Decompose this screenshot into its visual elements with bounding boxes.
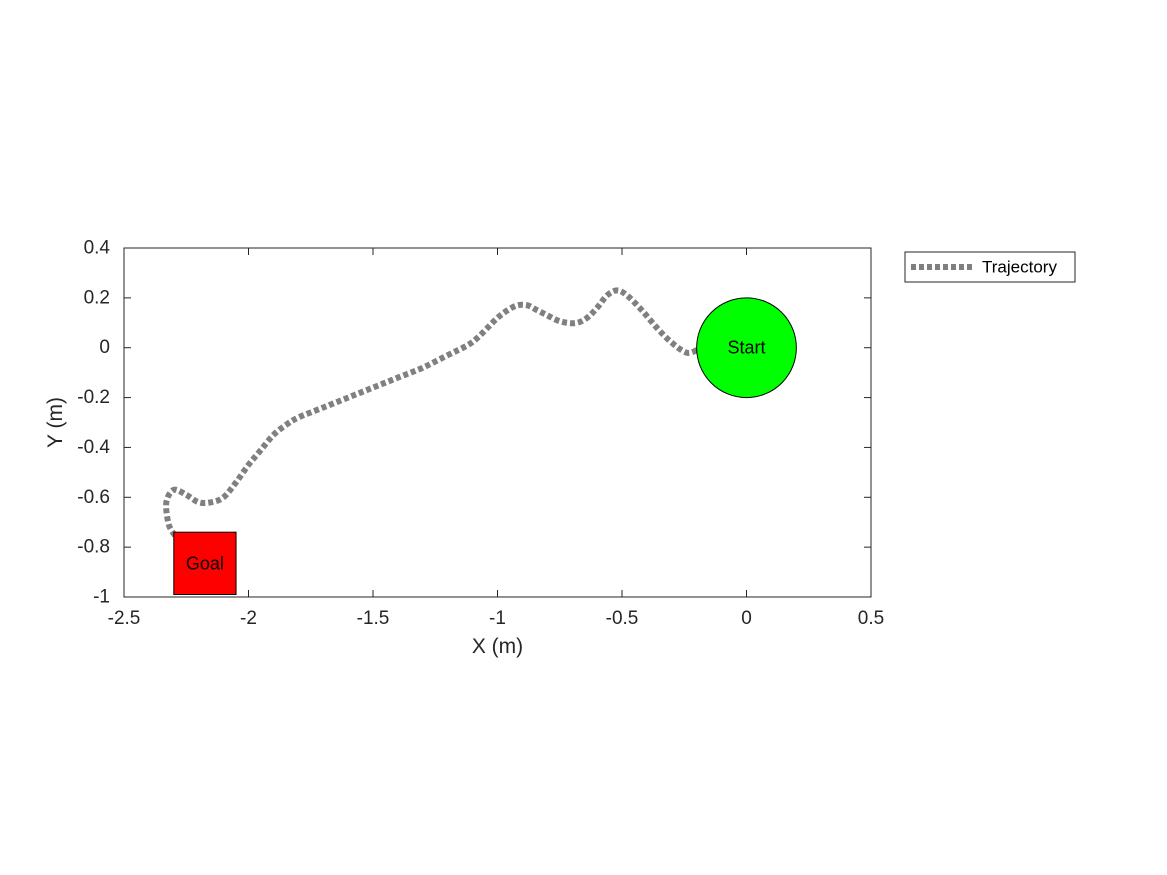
y-tick-label: 0.4: [84, 238, 111, 259]
y-tick-label: 0: [99, 337, 110, 358]
x-tick-label: -0.5: [606, 608, 639, 629]
y-tick-label: -0.2: [77, 387, 110, 408]
y-tick-label: -1: [93, 587, 110, 608]
start-label: Start: [727, 338, 765, 358]
trajectory-layer: [163, 287, 698, 539]
x-tick-label: -1.5: [357, 608, 390, 629]
legend-label-trajectory: Trajectory: [982, 258, 1057, 277]
x-tick-label: 0: [741, 608, 752, 629]
x-tick-label: -1: [489, 608, 506, 629]
x-axis-label: X (m): [472, 635, 523, 658]
y-tick-label: -0.6: [77, 487, 110, 508]
markers-layer: Start Goal: [173, 297, 797, 596]
trajectory-line: [163, 287, 698, 539]
y-tick-label: -0.4: [77, 437, 110, 458]
start-marker: [696, 297, 797, 399]
y-tick-label: 0.2: [84, 287, 110, 308]
legend-box: [904, 251, 1076, 283]
y-tick-label: -0.8: [77, 537, 110, 558]
goal-label: Goal: [186, 553, 224, 573]
x-tick-label: 0.5: [858, 608, 884, 629]
goal-marker: [173, 531, 237, 596]
x-tick-label: -2: [240, 608, 257, 629]
y-axis-ticks: -1 -0.8 -0.6 -0.4 -0.2 0 0.2 0.4: [77, 238, 871, 608]
legend: Trajectory: [904, 251, 1076, 283]
x-tick-label: -2.5: [108, 608, 141, 629]
x-axis-ticks: -2.5 -2 -1.5 -1 -0.5 0 0.5: [108, 248, 884, 629]
y-axis-label: Y (m): [44, 397, 67, 448]
